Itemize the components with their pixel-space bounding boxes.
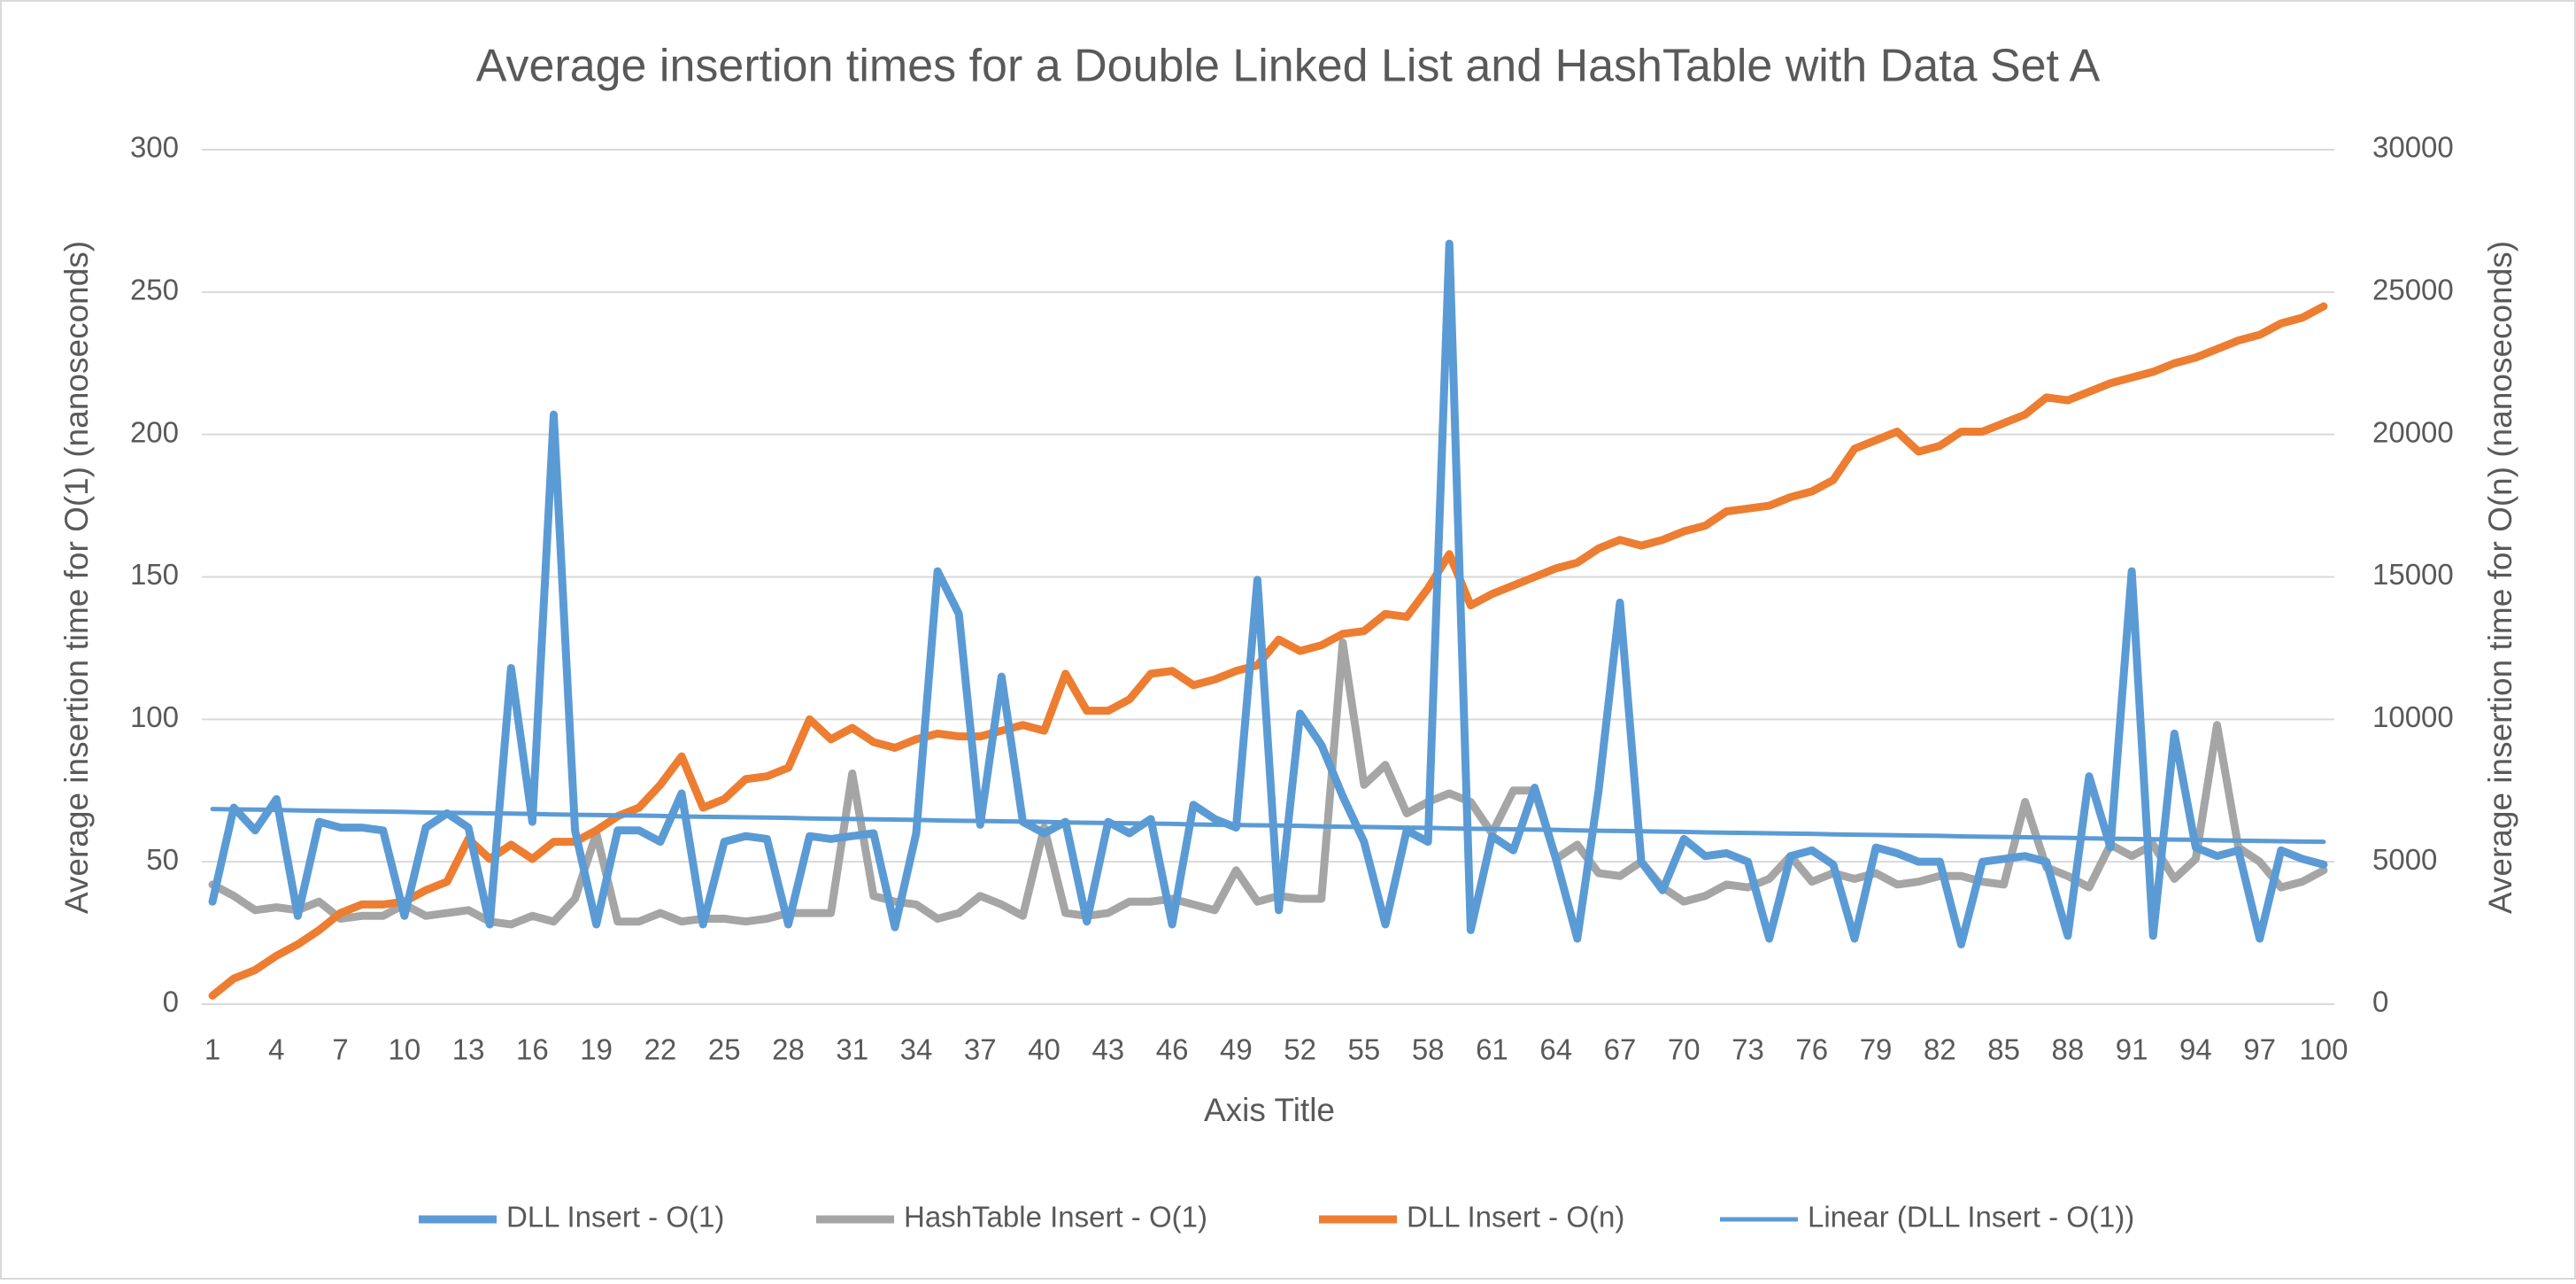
y2-axis-title: Average insertion time for O(n) (nanosec… [2482,241,2518,914]
x-tick-label: 13 [452,1033,485,1066]
y2-tick-label: 20000 [2372,415,2454,448]
x-tick-label: 34 [900,1033,933,1066]
y-tick-label: 300 [130,131,179,164]
legend-label: DLL Insert - O(1) [506,1201,724,1234]
x-tick-label: 1 [204,1033,220,1066]
legend-label: HashTable Insert - O(1) [904,1201,1207,1234]
x-tick-label: 10 [388,1033,420,1066]
x-tick-label: 82 [1924,1033,1956,1066]
y2-tick-label: 0 [2372,986,2388,1018]
y-tick-label: 100 [130,700,179,733]
series-line [208,638,2328,929]
x-tick-label: 4 [268,1033,284,1066]
x-tick-label: 31 [836,1033,868,1066]
x-tick-label: 25 [708,1033,741,1066]
x-tick-label: 79 [1860,1033,1893,1066]
y2-tick-label: 15000 [2372,558,2454,591]
x-tick-label: 58 [1412,1033,1445,1066]
x-tick-label: 76 [1795,1033,1828,1066]
x-tick-label: 91 [2116,1033,2148,1066]
x-tick-label: 64 [1539,1033,1572,1066]
x-tick-label: 40 [1028,1033,1060,1066]
x-tick-label: 46 [1156,1033,1189,1066]
x-tick-label: 19 [580,1033,613,1066]
y2-tick-label: 30000 [2372,131,2454,164]
y2-tick-label: 10000 [2372,700,2454,733]
y2-tick-label: 5000 [2372,843,2437,876]
x-tick-label: 55 [1348,1033,1381,1066]
y-tick-label: 250 [130,274,179,306]
y-tick-label: 0 [163,986,179,1018]
y2-tick-label: 25000 [2372,274,2454,306]
legend-label: Linear (DLL Insert - O(1)) [1808,1201,2134,1234]
y-tick-label: 200 [130,415,179,448]
x-tick-label: 97 [2243,1033,2276,1066]
x-tick-label: 94 [2179,1033,2212,1066]
x-tick-label: 7 [332,1033,348,1066]
x-tick-label: 67 [1604,1033,1637,1066]
trendline [210,807,2326,845]
x-tick-label: 16 [516,1033,549,1066]
x-tick-label: 49 [1220,1033,1253,1066]
y-tick-label: 50 [146,843,179,876]
x-tick-label: 61 [1476,1033,1508,1066]
x-tick-label: 28 [772,1033,805,1066]
x-tick-label: 70 [1668,1033,1701,1066]
x-tick-label: 37 [964,1033,997,1066]
x-axis-title: Axis Title [1204,1092,1335,1128]
legend-label: DLL Insert - O(n) [1407,1201,1624,1234]
x-tick-label: 52 [1284,1033,1316,1066]
y-axis-title: Average insertion time for O(1) (nanosec… [58,241,95,914]
x-tick-label: 100 [2299,1033,2348,1066]
x-tick-label: 43 [1091,1033,1124,1066]
chart-title: Average insertion times for a Double Lin… [476,41,2101,92]
series-line [208,239,2328,948]
x-tick-label: 22 [644,1033,677,1066]
y-tick-label: 150 [130,558,179,591]
series-line [208,302,2328,1000]
x-tick-label: 73 [1731,1033,1764,1066]
x-tick-label: 88 [2052,1033,2085,1066]
x-tick-label: 85 [1987,1033,2020,1066]
